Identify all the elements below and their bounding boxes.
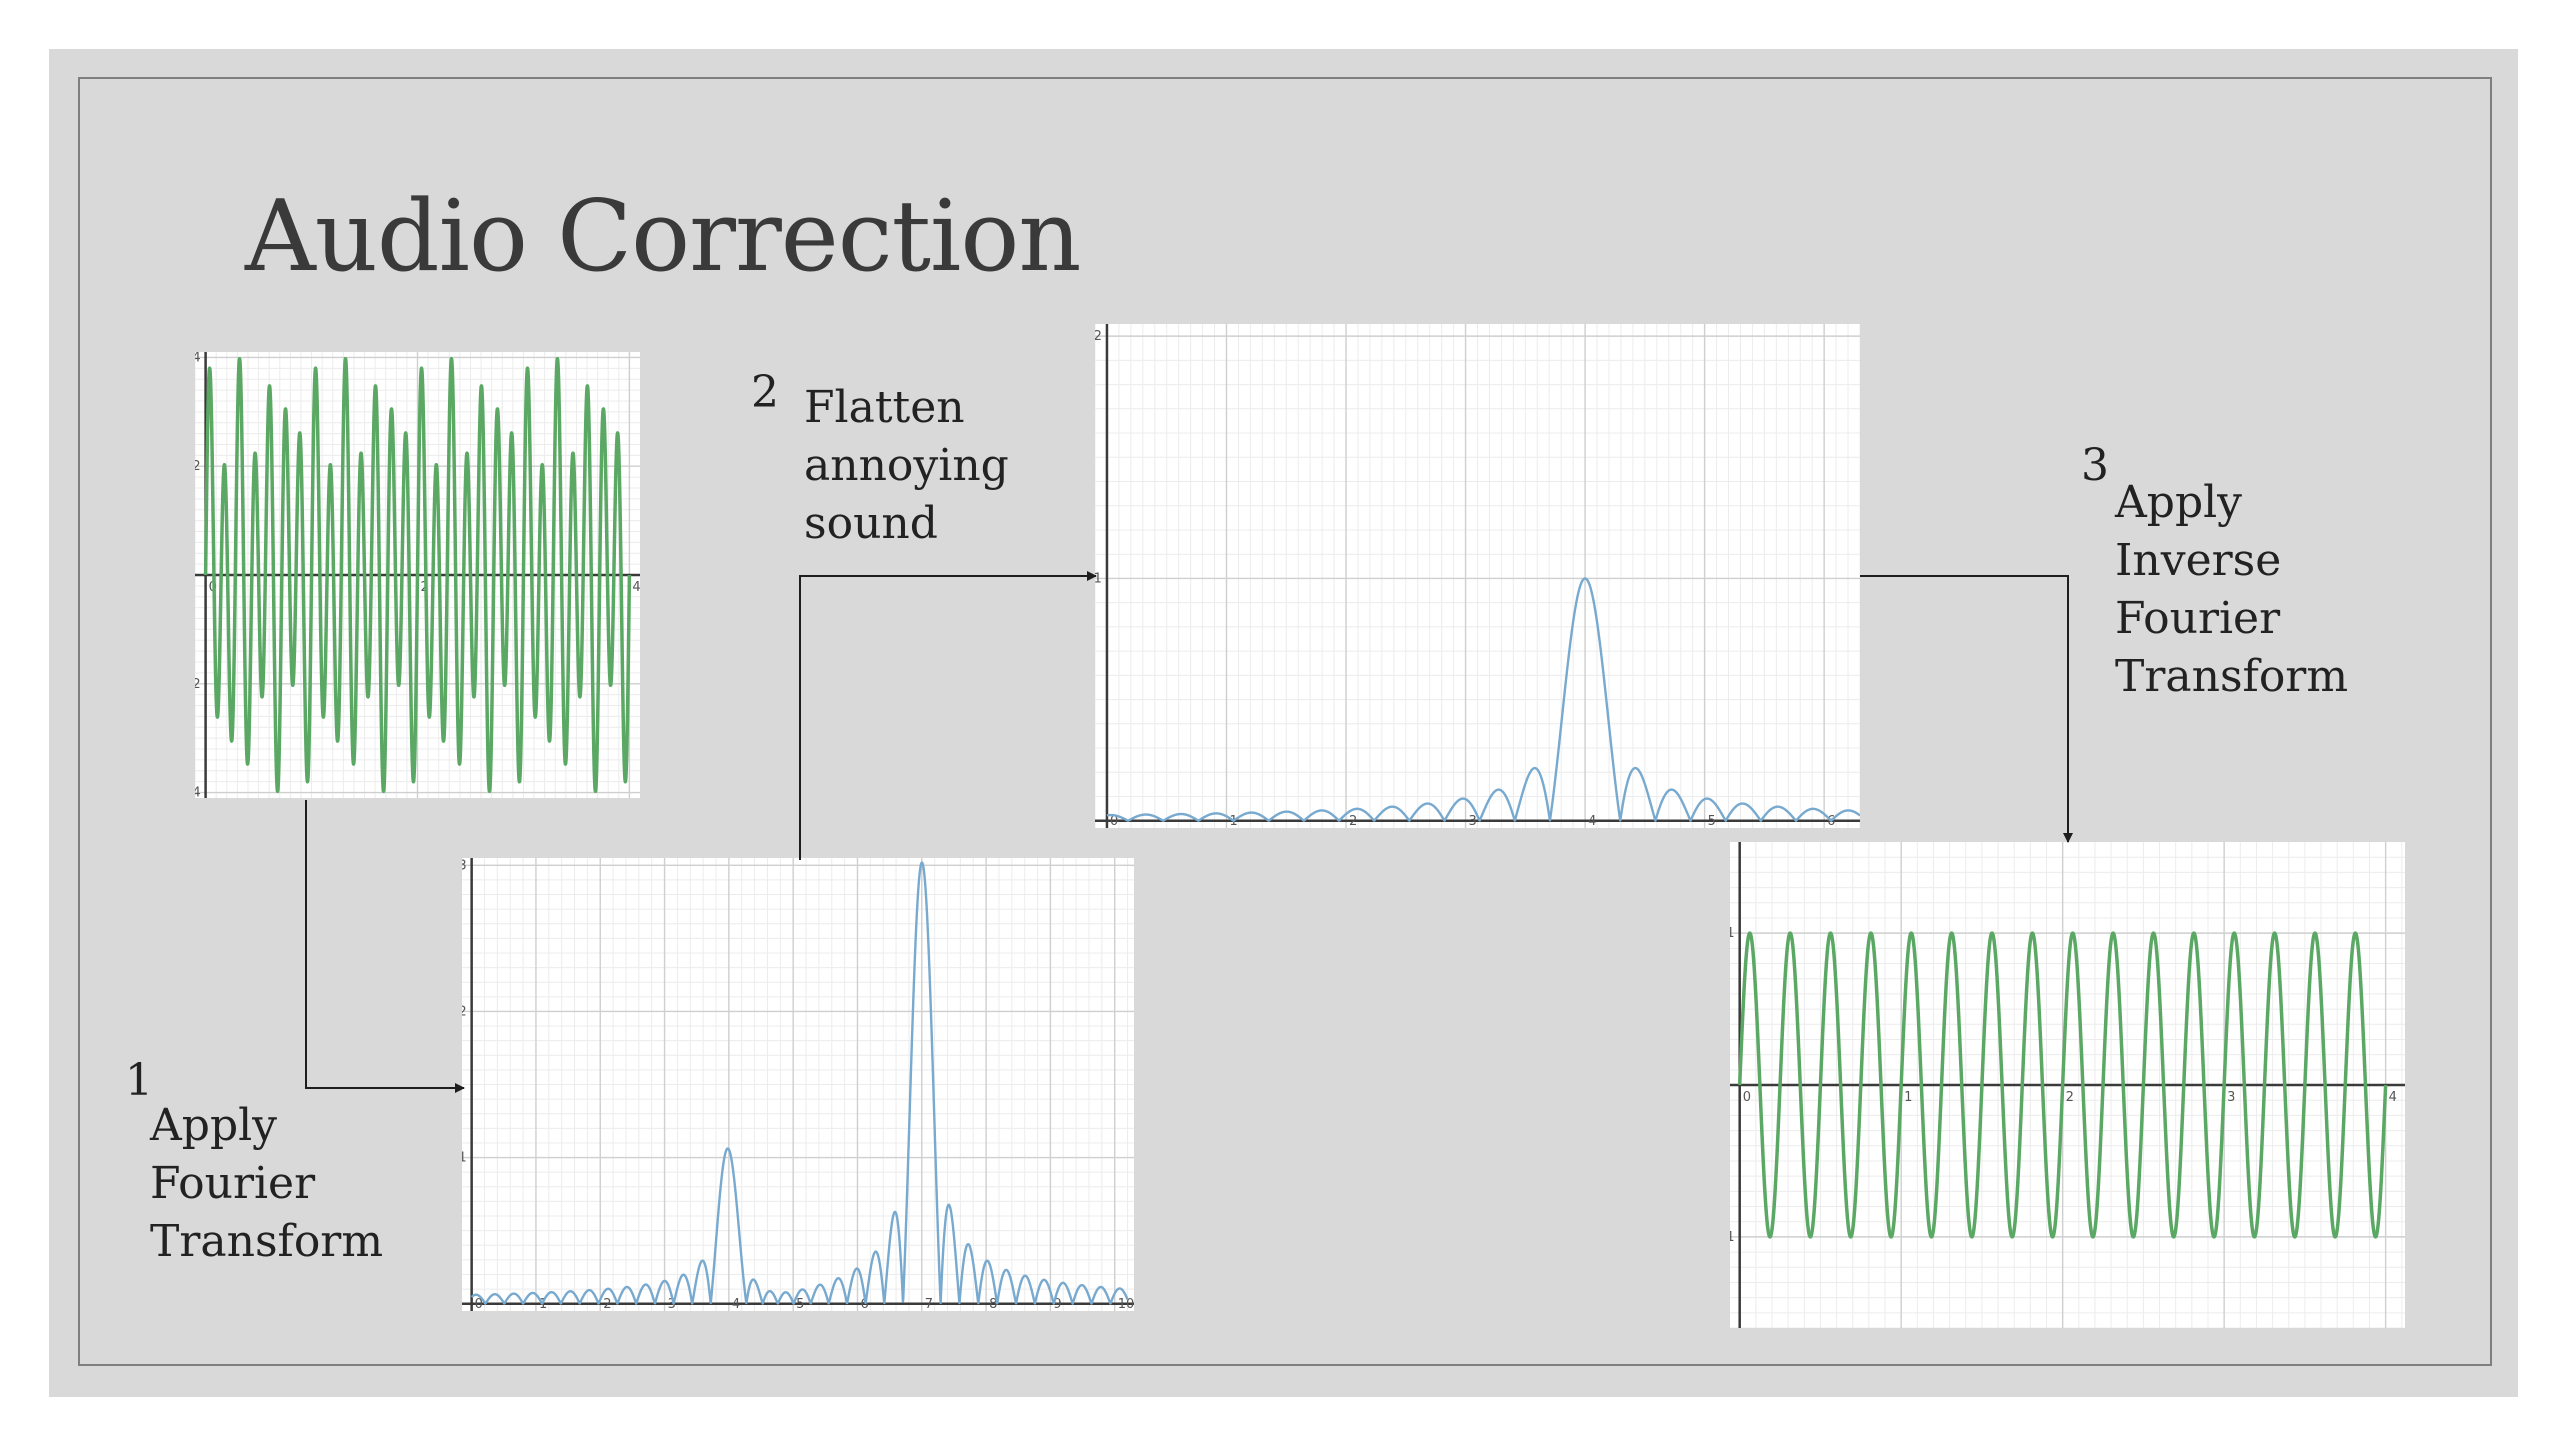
slide-title: Audio Correction: [245, 180, 1082, 294]
slide-frame: [78, 77, 2492, 1366]
step-2-line: Flatten: [804, 382, 965, 433]
x-tick-label: 4: [1588, 814, 1596, 828]
x-tick-label: 2: [603, 1297, 611, 1311]
step-3-number: 3: [2081, 440, 2109, 491]
x-tick-label: 0: [475, 1297, 483, 1311]
x-tick-label: 4: [632, 580, 640, 595]
x-tick-label: 5: [1708, 814, 1716, 828]
original-spectrum-plot: 0 1 2 3 4 5 6 7 8 9 10 3 2 1: [462, 858, 1134, 1311]
signal-original-curve: [203, 356, 632, 794]
x-tick-label: 6: [860, 1297, 868, 1311]
step-1-label: Apply Fourier Transform: [150, 1097, 383, 1271]
spectrum-filtered-curve: [1106, 577, 1860, 822]
step-3-line: Apply: [2115, 477, 2243, 528]
x-tick-label: 5: [796, 1297, 804, 1311]
x-tick-label: 0: [1110, 814, 1118, 828]
signal-corrected-curve: [1737, 931, 2388, 1239]
x-tick-label: 2: [2066, 1090, 2074, 1105]
y-tick-label: 2: [1095, 329, 1102, 344]
y-tick-label: 2: [462, 1004, 467, 1019]
y-tick-label: 1: [1730, 926, 1735, 941]
step-2-line: annoying: [804, 440, 1009, 491]
step-1-line: Transform: [150, 1216, 384, 1267]
x-tick-label: 0: [1743, 1090, 1751, 1105]
x-tick-label: 3: [2227, 1090, 2235, 1105]
signal-corrected-svg: 0 1 2 3 4 1 -1: [1730, 842, 2405, 1328]
y-tick-label: -4: [195, 786, 201, 798]
step-3-line: Transform: [2115, 651, 2349, 702]
corrected-signal-plot: 0 1 2 3 4 1 -1: [1730, 842, 2405, 1328]
x-tick-label: 3: [668, 1297, 676, 1311]
x-tick-label: 4: [732, 1297, 740, 1311]
y-tick-label: 2: [195, 459, 201, 474]
x-tick-label: 3: [1469, 814, 1477, 828]
step-2-label: Flatten annoying sound: [804, 379, 1009, 553]
x-tick-label: 1: [1904, 1090, 1912, 1105]
step-3-line: Inverse: [2115, 535, 2282, 586]
x-tick-label: 9: [1053, 1297, 1061, 1311]
x-tick-label: 2: [1349, 814, 1357, 828]
step-3-line: Fourier: [2115, 593, 2281, 644]
x-tick-label: 10: [1118, 1297, 1134, 1311]
step-2-line: sound: [804, 498, 938, 549]
y-tick-label: -1: [1730, 1230, 1735, 1245]
x-tick-label: 4: [2389, 1090, 2397, 1105]
y-tick-label: 3: [462, 858, 467, 873]
step-1-line: Fourier: [150, 1158, 316, 1209]
y-tick-label: 1: [1095, 571, 1102, 586]
y-tick-label: -2: [195, 677, 201, 692]
x-tick-label: 7: [925, 1297, 933, 1311]
step-3-label: Apply Inverse Fourier Transform: [2115, 474, 2348, 706]
y-tick-label: 1: [462, 1151, 467, 1166]
step-1-line: Apply: [150, 1100, 278, 1151]
spectrum-filtered-svg: 0 1 2 3 4 5 621: [1095, 324, 1860, 828]
x-tick-label: 8: [989, 1297, 997, 1311]
step-1-number: 1: [125, 1055, 153, 1106]
spectrum-original-curve: [470, 861, 1129, 1305]
y-tick-label: 4: [195, 352, 201, 365]
step-2-number: 2: [751, 367, 779, 418]
